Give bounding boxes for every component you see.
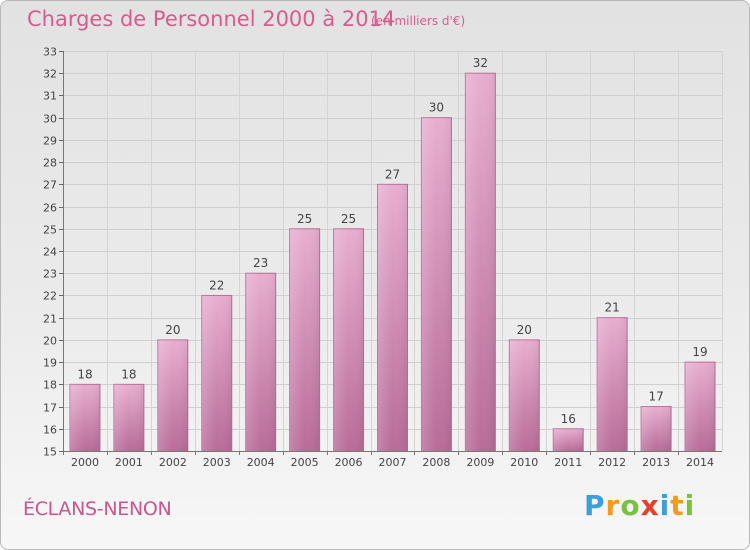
y-tick-label: 17 <box>43 402 57 415</box>
data-label: 16 <box>561 412 576 426</box>
bar-shine <box>245 273 276 451</box>
data-label: 18 <box>77 367 92 381</box>
bar-shine <box>597 317 628 451</box>
x-tick-label: 2007 <box>379 456 407 469</box>
x-tick-label: 2011 <box>554 456 582 469</box>
bar-shine <box>509 339 540 451</box>
data-label: 22 <box>209 278 224 292</box>
data-labels: 18 18 20 22 23 25 25 27 30 32 20 16 21 17 19 <box>77 56 707 426</box>
bar-shine <box>333 228 364 451</box>
y-tick-label: 30 <box>43 113 57 126</box>
x-tick-label: 2010 <box>510 456 538 469</box>
logo-letter: x <box>640 489 660 522</box>
x-tick-label: 2008 <box>422 456 450 469</box>
bar-shine <box>69 384 100 451</box>
data-label: 25 <box>341 212 356 226</box>
logo-letter: P <box>584 489 606 522</box>
y-tick-label: 18 <box>43 379 57 392</box>
y-tick-label: 29 <box>43 135 57 148</box>
x-tick-label: 2009 <box>466 456 494 469</box>
bar-shine <box>641 406 672 451</box>
x-tick-label: 2000 <box>71 456 99 469</box>
y-tick-label: 28 <box>43 157 57 170</box>
logo-letter: t <box>670 489 685 522</box>
chart-title: Charges de Personnel 2000 à 2014 <box>27 7 396 31</box>
x-tick-label: 2001 <box>115 456 143 469</box>
logo-letter: i <box>659 489 671 522</box>
bars <box>69 72 716 452</box>
bar-shine <box>421 117 452 452</box>
x-axis: 2000 2001 2002 2003 2004 2005 2006 2007 2008 2009… <box>63 451 722 469</box>
y-tick-label: 15 <box>43 446 57 459</box>
bar-shine <box>289 228 320 451</box>
y-tick-label: 32 <box>43 68 57 81</box>
x-tick-label: 2002 <box>159 456 187 469</box>
y-tick-label: 19 <box>43 357 57 370</box>
location-name: ÉCLANS-NENON <box>23 498 172 520</box>
x-tick-label: 2004 <box>247 456 275 469</box>
x-tick-label: 2012 <box>598 456 626 469</box>
data-label: 19 <box>692 345 707 359</box>
y-tick-label: 26 <box>43 202 57 215</box>
x-tick-label: 2006 <box>335 456 363 469</box>
data-label: 30 <box>429 101 444 115</box>
bar-shine <box>113 384 144 451</box>
x-tick-label: 2013 <box>642 456 670 469</box>
logo-letter: i <box>684 489 696 522</box>
y-tick-label: 20 <box>43 335 57 348</box>
bar-shine <box>377 184 408 452</box>
y-axis: 15 16 17 18 19 20 21 22 23 24 25 26 27 28 29 30 31 32 33 <box>43 46 64 459</box>
chart-subtitle: (en milliers d'€) <box>371 14 466 28</box>
y-tick-label: 27 <box>43 179 57 192</box>
bar-shine <box>553 428 584 451</box>
y-tick-label: 31 <box>43 90 57 103</box>
data-label: 20 <box>517 323 532 337</box>
y-tick-label: 21 <box>43 313 57 326</box>
data-label: 25 <box>297 212 312 226</box>
data-label: 21 <box>605 301 620 315</box>
y-tick-label: 22 <box>43 290 57 303</box>
x-tick-label: 2005 <box>291 456 319 469</box>
data-label: 20 <box>165 323 180 337</box>
data-label: 18 <box>121 367 136 381</box>
data-label: 23 <box>253 256 268 270</box>
proxiti-logo[interactable]: Proxiti <box>584 489 695 522</box>
bar-shine <box>157 339 188 451</box>
y-tick-label: 24 <box>43 246 57 259</box>
y-tick-label: 23 <box>43 268 57 281</box>
x-tick-label: 2014 <box>686 456 714 469</box>
data-label: 17 <box>648 390 663 404</box>
bar-shine <box>685 362 716 451</box>
data-label: 27 <box>385 167 400 181</box>
logo-letter: o <box>620 489 641 522</box>
data-label: 32 <box>473 56 488 70</box>
bar-shine <box>465 73 496 451</box>
x-tick-label: 2003 <box>203 456 231 469</box>
y-tick-label: 16 <box>43 424 57 437</box>
logo-letter: r <box>605 489 621 522</box>
y-tick-label: 33 <box>43 46 57 59</box>
bar-shine <box>201 295 232 451</box>
y-tick-label: 25 <box>43 224 57 237</box>
